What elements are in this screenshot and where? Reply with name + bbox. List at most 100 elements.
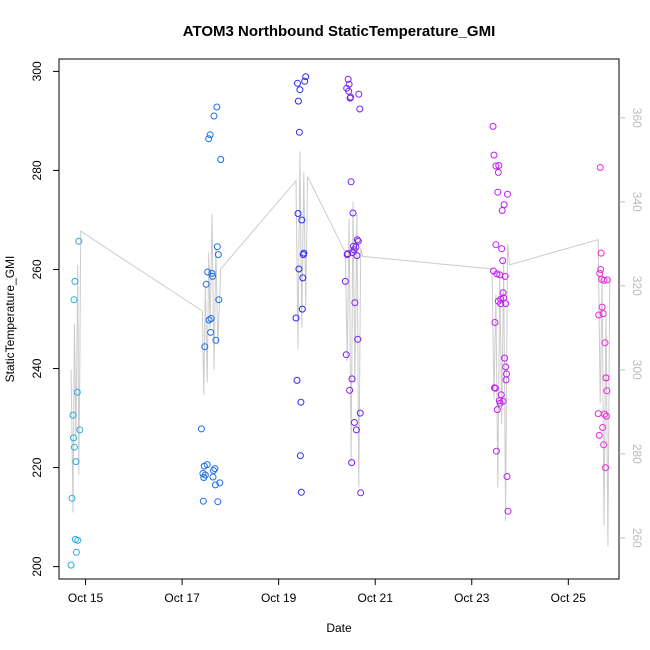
data-point [350, 419, 358, 426]
x-tick-label: Oct 15 [68, 591, 104, 605]
data-point [350, 242, 357, 250]
data-point [209, 272, 216, 280]
data-point [503, 473, 511, 480]
data-point [349, 209, 357, 217]
data-point [598, 303, 606, 311]
data-point [209, 473, 217, 481]
plot-frame [58, 58, 620, 580]
data-point [294, 97, 302, 105]
data-point [342, 351, 350, 359]
x-tick-label: Oct 17 [164, 591, 200, 605]
data-point [72, 548, 80, 556]
data-point [299, 274, 307, 282]
data-point [492, 241, 500, 249]
y-tick-label: 240 [30, 358, 44, 378]
data-point [500, 294, 508, 302]
data-point [348, 459, 356, 467]
data-point [502, 376, 510, 384]
data-points [67, 73, 611, 569]
y-tick-label: 300 [30, 61, 44, 81]
y-tick-label: 280 [30, 160, 44, 180]
data-point [201, 343, 209, 351]
y2-tick-label: 320 [630, 276, 644, 296]
data-point [206, 131, 214, 139]
data-point [354, 335, 362, 343]
data-point [292, 314, 300, 322]
data-point [213, 103, 221, 111]
data-point [499, 257, 507, 265]
data-point [493, 406, 501, 414]
data-point [353, 236, 361, 244]
data-point [494, 188, 502, 196]
y-axis-right: 260 280 300 320 340 360 [619, 108, 644, 548]
data-point [497, 391, 505, 399]
data-point [201, 471, 209, 479]
chart-title: ATOM3 Northbound StaticTemperature_GMI [183, 23, 496, 40]
data-point [214, 251, 222, 259]
data-point [501, 272, 509, 280]
data-point [213, 243, 221, 251]
data-point [299, 251, 307, 259]
data-point [344, 250, 352, 258]
data-point [73, 388, 81, 396]
data-point [594, 410, 602, 418]
data-point [596, 164, 604, 171]
data-point [347, 93, 355, 101]
data-point [603, 387, 611, 395]
data-point [599, 424, 607, 431]
data-point [71, 535, 79, 543]
data-point [296, 86, 304, 94]
data-point [69, 411, 77, 419]
data-point [297, 488, 305, 496]
data-point [70, 434, 77, 442]
data-point [600, 441, 608, 449]
data-point [502, 300, 510, 308]
data-point [504, 190, 511, 198]
data-point [602, 464, 609, 472]
y2-tick-label: 300 [630, 360, 644, 380]
data-point [354, 237, 362, 245]
data-point [205, 135, 213, 143]
data-point [302, 73, 310, 81]
data-point [347, 178, 355, 186]
y-axis-label: StaticTemperature_GMI [3, 256, 17, 383]
data-point [204, 268, 212, 276]
y-tick-label: 260 [30, 259, 44, 279]
data-point [294, 210, 302, 217]
data-point [601, 410, 608, 418]
data-point [210, 467, 217, 474]
data-point [297, 398, 305, 406]
data-point [494, 168, 502, 176]
data-point [211, 481, 219, 489]
data-point [211, 465, 219, 473]
data-point [298, 216, 306, 224]
data-point [214, 498, 222, 506]
temperature-line-series [70, 151, 611, 547]
y2-tick-label: 340 [630, 192, 644, 212]
data-point [351, 299, 359, 307]
data-point [210, 112, 218, 120]
data-point [597, 266, 605, 273]
data-point [296, 452, 304, 460]
data-point [596, 269, 604, 277]
data-point [499, 289, 507, 297]
y-axis: 200 220 240 260 280 300 [30, 61, 59, 577]
data-point [72, 458, 80, 466]
x-tick-label: Oct 19 [261, 591, 297, 605]
data-point [500, 201, 508, 209]
data-point [491, 384, 499, 392]
data-point [295, 128, 303, 136]
y2-tick-label: 260 [630, 528, 644, 548]
x-axis: Oct 15 Oct 17 Oct 19 Oct 21 Oct 23 Oct 25 [68, 579, 586, 605]
data-point [498, 207, 506, 214]
data-point [199, 497, 207, 505]
data-point [603, 276, 611, 284]
data-point [75, 237, 83, 245]
data-point [595, 431, 603, 439]
data-point [70, 296, 78, 304]
y-tick-label: 220 [30, 457, 44, 477]
data-point [294, 79, 301, 87]
data-point [295, 265, 303, 273]
x-axis-label: Date [326, 621, 352, 635]
data-point [492, 447, 500, 455]
